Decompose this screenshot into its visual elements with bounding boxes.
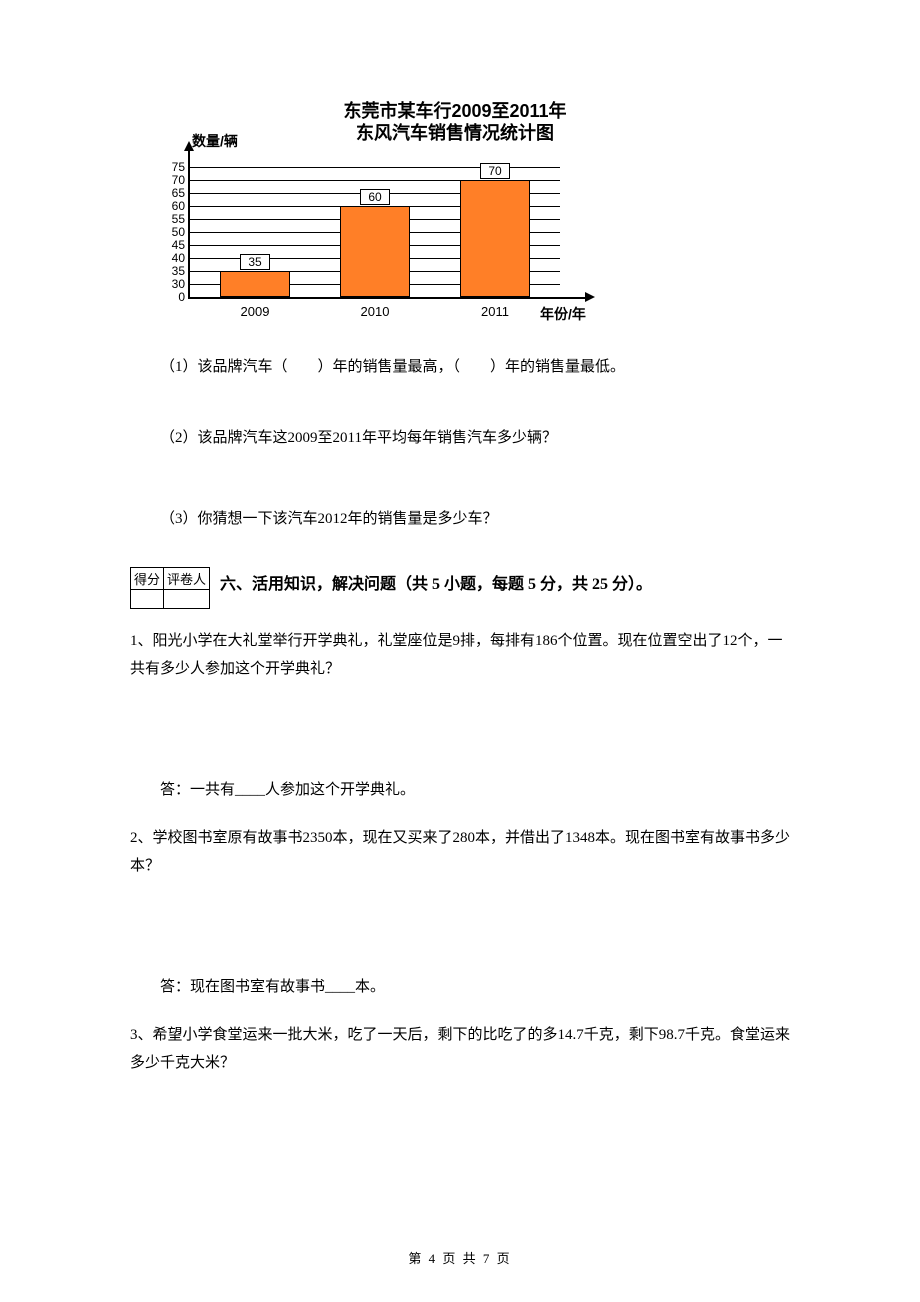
bar (220, 271, 290, 297)
y-axis-label: 数量/辆 (192, 131, 238, 151)
y-tick-label: 35 (172, 264, 185, 278)
question-1: （1）该品牌汽车（ ）年的销售量最高，（ ）年的销售量最低。 (160, 354, 790, 380)
bar-value-label: 60 (360, 189, 390, 205)
score-table: 得分 评卷人 (130, 567, 210, 609)
bar (460, 180, 530, 297)
y-tick-label: 70 (172, 173, 185, 187)
y-tick-label: 75 (172, 160, 185, 174)
bar (340, 206, 410, 297)
section-6-title: 六、活用知识，解决问题（共 5 小题，每题 5 分，共 25 分）。 (220, 576, 652, 593)
y-tick-label: 40 (172, 251, 185, 265)
y-tick-label: 30 (172, 277, 185, 291)
y-tick-label: 65 (172, 186, 185, 200)
grader-header: 评卷人 (164, 568, 210, 590)
grader-cell (164, 590, 210, 609)
problem-2: 2、学校图书室原有故事书2350本，现在又买来了280本，并借出了1348本。现… (130, 824, 790, 880)
section-6-header: 得分 评卷人 六、活用知识，解决问题（共 5 小题，每题 5 分，共 25 分）… (130, 567, 790, 609)
y-tick-label: 0 (178, 290, 185, 304)
bar-value-label: 70 (480, 163, 510, 179)
problem-2-answer: 答：现在图书室有故事书____本。 (160, 975, 790, 996)
y-axis (188, 149, 190, 299)
x-axis-arrow-icon (585, 292, 595, 302)
page-footer: 第 4 页 共 7 页 (0, 1248, 920, 1267)
score-cell (131, 590, 164, 609)
x-axis-label: 年份/年 (540, 304, 586, 324)
question-3: （3）你猜想一下该汽车2012年的销售量是多少车？ (160, 506, 790, 532)
chart-title-line2: 东风汽车销售情况统计图 (356, 123, 554, 143)
bar-value-label: 35 (240, 254, 270, 270)
chart-title-line1: 东莞市某车行2009至2011年 (343, 101, 566, 121)
y-tick-label: 55 (172, 212, 185, 226)
y-tick-label: 50 (172, 225, 185, 239)
chart-area: 数量/辆 030354045505560657075 356070 200920… (160, 149, 600, 314)
problem-3: 3、希望小学食堂运来一批大米，吃了一天后，剩下的比吃了的多14.7千克，剩下98… (130, 1021, 790, 1077)
problem-1: 1、阳光小学在大礼堂举行开学典礼，礼堂座位是9排，每排有186个位置。现在位置空… (130, 627, 790, 683)
x-tick-label: 2011 (481, 304, 509, 319)
bar-chart: 东莞市某车行2009至2011年 东风汽车销售情况统计图 数量/辆 030354… (160, 100, 790, 314)
x-axis (188, 297, 588, 299)
score-header: 得分 (131, 568, 164, 590)
y-tick-label: 60 (172, 199, 185, 213)
x-tick-label: 2009 (241, 304, 270, 319)
x-tick-label: 2010 (361, 304, 390, 319)
question-2: （2）该品牌汽车这2009至2011年平均每年销售汽车多少辆？ (160, 425, 790, 451)
problem-1-answer: 答：一共有____人参加这个开学典礼。 (160, 778, 790, 799)
y-tick-label: 45 (172, 238, 185, 252)
